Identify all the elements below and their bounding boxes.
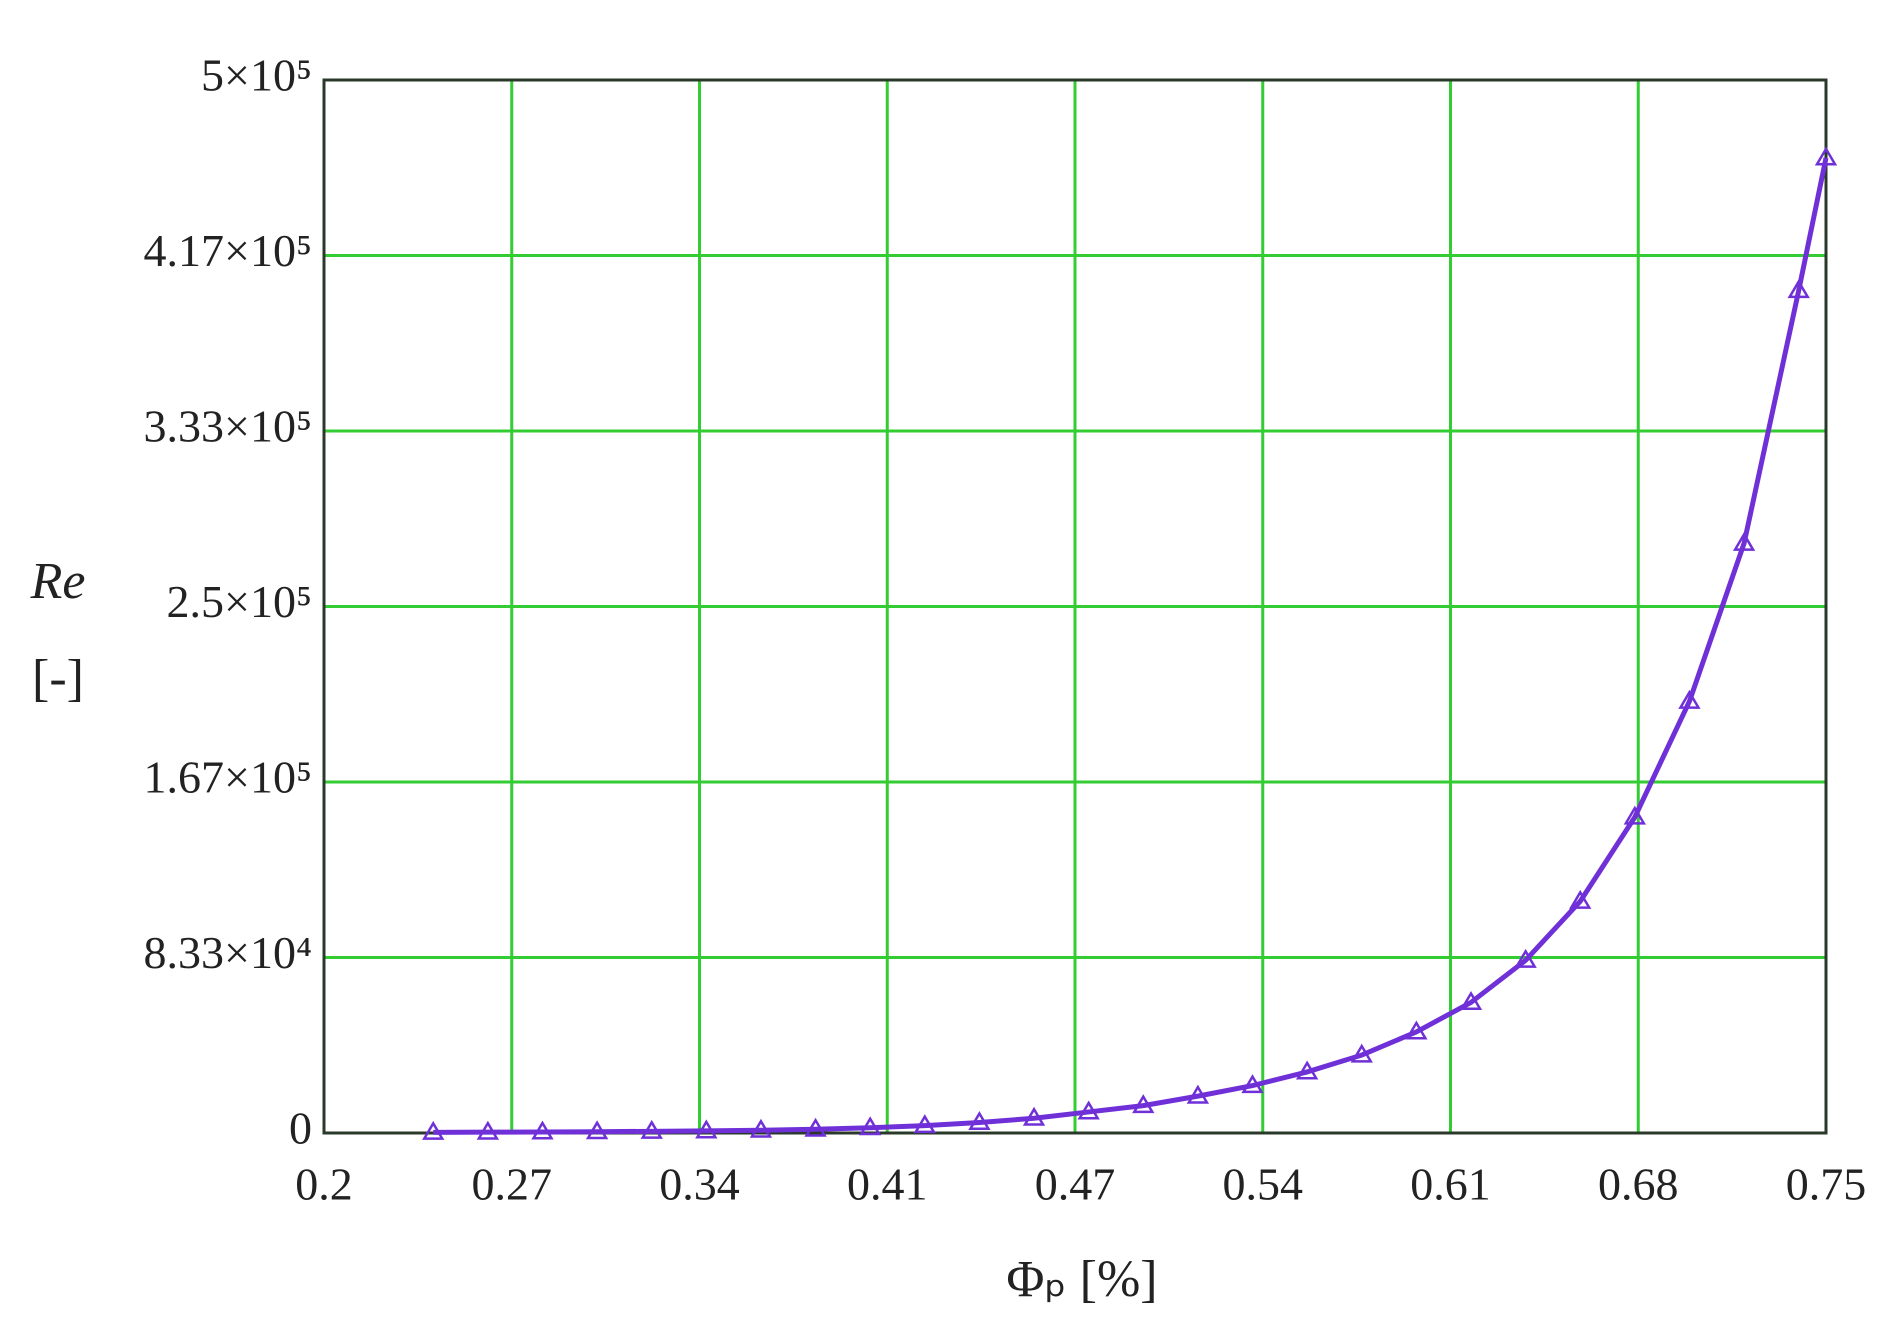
x-tick-label: 0.68: [1598, 1159, 1679, 1210]
x-tick-label: 0.54: [1223, 1159, 1304, 1210]
marker: [1077, 1100, 1100, 1120]
y-tick-label: 2.5×10⁵: [167, 576, 312, 627]
plot-frame: [322, 78, 1828, 1135]
marker: [749, 1118, 773, 1138]
marker: [804, 1117, 827, 1137]
y-axis-label: Re: [30, 553, 86, 610]
y-tick-label: 3.33×10⁵: [144, 401, 312, 452]
data-line: [433, 157, 1829, 1135]
marker: [1623, 805, 1647, 825]
y-tick-label: 4.17×10⁵: [144, 225, 312, 276]
marker: [585, 1120, 609, 1140]
marker: [1732, 531, 1756, 551]
marker: [1295, 1060, 1319, 1080]
y-tick-label: 5×10⁵: [201, 50, 312, 101]
marker: [1459, 990, 1483, 1010]
marker: [1514, 948, 1537, 968]
marker: [1022, 1106, 1046, 1126]
marker: [695, 1119, 718, 1139]
marker: [476, 1120, 500, 1140]
marker: [1350, 1043, 1373, 1063]
x-tick-label: 0.41: [847, 1159, 928, 1210]
marker: [968, 1111, 991, 1131]
marker: [1678, 689, 1701, 709]
marker: [640, 1119, 663, 1139]
marker: [1405, 1020, 1428, 1040]
x-tick-label: 0.2: [295, 1159, 353, 1210]
y-tick-label: 8.33×10⁴: [144, 927, 312, 978]
x-tick-label: 0.61: [1410, 1159, 1491, 1210]
y-axis-unit: [-]: [32, 650, 84, 707]
y-tick-label: 1.67×10⁵: [144, 752, 312, 803]
marker: [1814, 146, 1838, 166]
x-tick-label: 0.75: [1786, 1159, 1867, 1210]
marker: [531, 1120, 554, 1140]
marker: [1132, 1094, 1155, 1114]
marker: [422, 1120, 445, 1140]
x-axis-label: Φₚ [%]: [1006, 1251, 1157, 1308]
marker: [1186, 1084, 1210, 1104]
marker: [1241, 1074, 1264, 1094]
marker: [858, 1116, 882, 1136]
x-tick-label: 0.47: [1035, 1159, 1116, 1210]
marker: [913, 1114, 936, 1134]
x-tick-label: 0.27: [472, 1159, 553, 1210]
x-tick-label: 0.34: [659, 1159, 740, 1210]
marker: [1569, 889, 1592, 909]
y-tick-label: 0: [289, 1103, 312, 1154]
marker: [1787, 279, 1810, 299]
